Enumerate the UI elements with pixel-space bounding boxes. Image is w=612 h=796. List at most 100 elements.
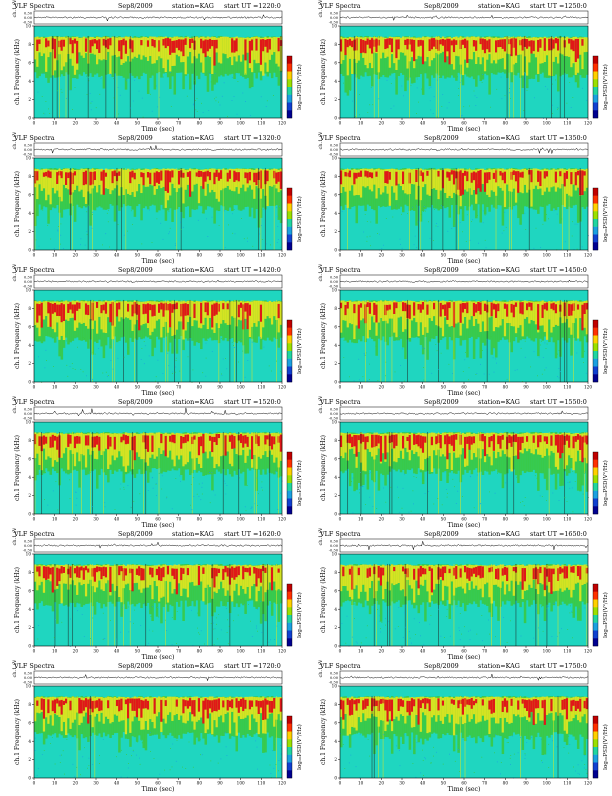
colorbar-segment [593, 227, 598, 235]
x-tick-label: 20 [73, 649, 79, 654]
spectrogram-cell [436, 223, 437, 224]
spectrogram-cell [69, 479, 70, 480]
spectrogram-cell [464, 303, 466, 309]
spectrogram-cell [276, 361, 277, 362]
spectrogram-cell [354, 604, 355, 605]
spectrogram-cell [149, 304, 151, 310]
spectrogram-cell [193, 105, 194, 106]
x-tick-label: 50 [135, 253, 141, 258]
spectrogram-cell [196, 172, 198, 176]
spectrogram-cell [175, 367, 176, 368]
spectrogram-cell [50, 437, 52, 448]
spectrogram-cell [47, 699, 49, 713]
spectrogram-cell [94, 568, 96, 582]
spectrogram-cell [41, 566, 44, 582]
colorbar-segment [593, 506, 598, 514]
spectrogram-cell [391, 108, 392, 109]
y-tick-label: 4 [334, 475, 337, 480]
x-tick-label: 80 [197, 121, 203, 126]
spectrogram-cell [369, 433, 372, 451]
spectrogram-cell [169, 39, 171, 55]
spectrogram-cell [399, 512, 400, 513]
spectrogram-cell [134, 699, 136, 711]
spectrogram-cell [198, 437, 200, 455]
x-tick-label: 10 [52, 385, 58, 390]
spectrogram-cell [497, 473, 498, 474]
colorbar-segment [593, 600, 598, 608]
spectrogram-cell [566, 171, 568, 179]
colorbar-segment [287, 235, 292, 243]
spectrogram-cell [570, 39, 572, 49]
spectrogram-cell [160, 171, 162, 181]
spectrogram-cell [351, 481, 352, 482]
spectrogram-cell [569, 482, 570, 483]
x-tick-label: 60 [461, 253, 467, 258]
spectrogram-cell [147, 169, 150, 187]
spectrogram-cell [136, 169, 139, 191]
y-tick-label: 10 [332, 420, 338, 425]
spectrogram-cell [218, 698, 220, 709]
spectrogram-cell [131, 507, 132, 508]
waveform-axis-label: ch.1 (V) [317, 264, 324, 282]
spectrogram-streak [269, 432, 270, 514]
spectrogram-streak [137, 300, 138, 382]
spectrogram-cell [482, 434, 484, 441]
colorbar-segment [593, 328, 598, 336]
spectrogram-streak [72, 432, 73, 514]
x-tick-label: 90 [523, 121, 529, 126]
spectrogram-cell [515, 370, 516, 371]
spectrogram-cell [138, 169, 141, 184]
colorbar-segment [593, 87, 598, 95]
spectrogram-cell [227, 619, 228, 620]
waveform-tick-label: 0.00 [24, 412, 33, 416]
spectrogram-cell [36, 40, 38, 51]
spectrogram-cell [347, 92, 348, 93]
spectrogram-cell [94, 39, 96, 43]
y-tick-label: 8 [334, 438, 337, 443]
spectrogram-cell [499, 301, 502, 325]
spectrogram-cell [395, 372, 396, 373]
spectrogram-cell [201, 103, 202, 104]
spectrogram-cell [144, 341, 145, 342]
spectrogram-cell [96, 169, 99, 192]
spectrogram-cell [54, 303, 56, 312]
spectrogram-cell [371, 173, 373, 179]
spectrogram-cell [236, 434, 239, 454]
spectrogram-cell [522, 501, 523, 502]
spectrogram-cell [401, 214, 402, 215]
x-tick-label: 0 [33, 649, 36, 654]
spectrogram-cell [382, 622, 383, 623]
spectrogram-cell [221, 630, 222, 631]
x-tick-label: 60 [155, 385, 161, 390]
spectrogram-cell [54, 699, 56, 713]
spectrogram-cell [145, 304, 147, 314]
spectrogram-cell [54, 436, 56, 441]
spectrogram-cell [424, 348, 425, 349]
spectrogram-streak [374, 432, 375, 514]
spectrogram-cell [431, 38, 433, 49]
spectrogram-cap [340, 290, 588, 294]
spectrogram-cell [224, 37, 227, 54]
spectrogram-cell [559, 368, 560, 369]
colorbar-segment [287, 638, 292, 646]
spectrogram-cell [218, 614, 219, 615]
spectrogram-cell [48, 217, 49, 218]
spectrogram-cap [34, 26, 282, 30]
x-tick-label: 60 [155, 121, 161, 126]
spectrogram-cell [524, 169, 527, 185]
x-tick-label: 120 [278, 517, 286, 522]
spectrogram-cell [69, 701, 71, 711]
spectrogram-streak [212, 564, 213, 646]
panel-station: station=KAG [172, 398, 214, 406]
spectrogram-cell [486, 40, 488, 49]
spectrogram-cell [524, 433, 527, 448]
spectrogram-cell [493, 169, 496, 192]
spectrogram-cell [534, 97, 535, 98]
spectrogram-cell [233, 171, 235, 182]
spectrogram-cell [247, 485, 248, 486]
spectrogram-cell [156, 569, 158, 575]
spectrogram-cell [213, 629, 214, 630]
spectrogram-cell [229, 701, 231, 707]
spectrogram-cell [41, 169, 44, 190]
spectrogram-cell [567, 103, 568, 104]
